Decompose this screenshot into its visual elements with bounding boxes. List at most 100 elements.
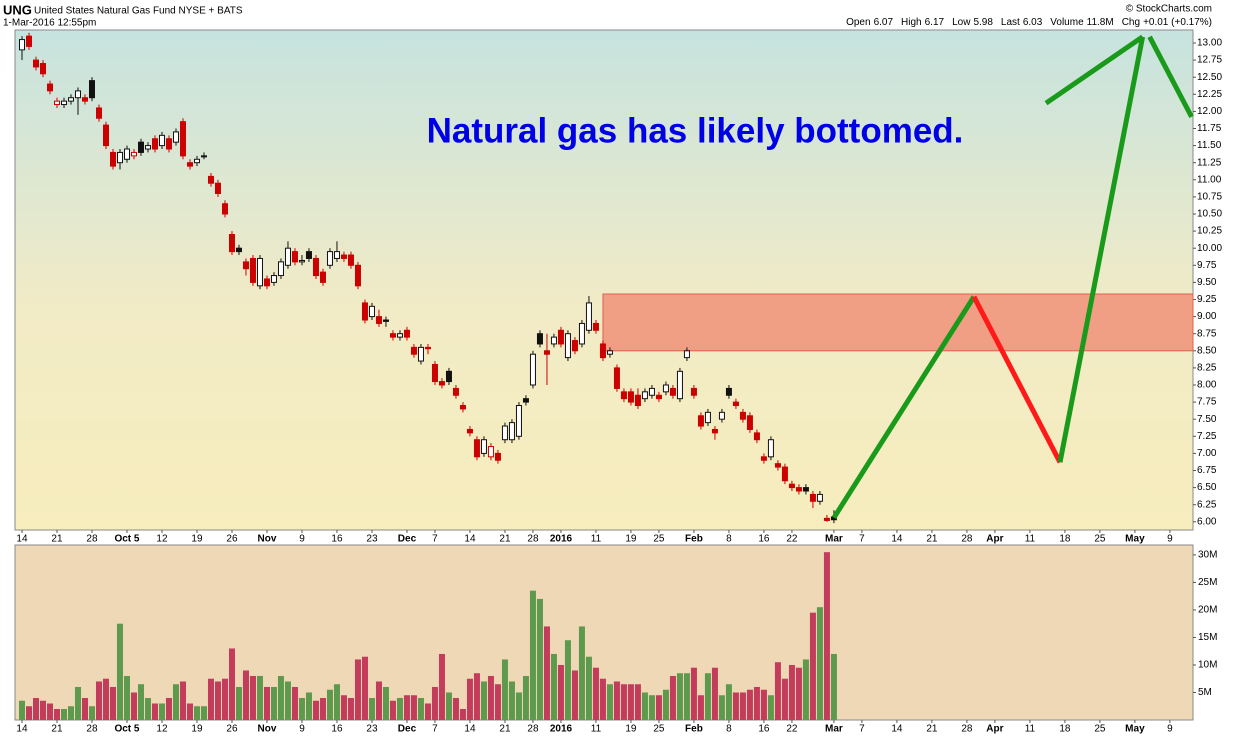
candle-body	[130, 151, 137, 157]
x-tick-label: 14	[16, 724, 28, 735]
volume-bar	[711, 667, 718, 720]
candle-body	[452, 387, 459, 396]
candle-body	[60, 100, 67, 106]
x-tick-label: 25	[1094, 534, 1106, 545]
y-tick-label: 6.50	[1197, 482, 1217, 493]
volume-bar	[46, 703, 53, 720]
quote-value: 6.07	[874, 17, 894, 28]
volume-bar	[823, 552, 830, 720]
x-tick-label: Feb	[685, 724, 703, 735]
candle-body	[431, 363, 438, 383]
volume-bar	[438, 653, 445, 720]
y-tick-label: 9.25	[1197, 294, 1217, 305]
x-tick-label: 28	[86, 534, 98, 545]
candle-body	[704, 411, 711, 424]
x-tick-label: 14	[891, 534, 903, 545]
candle-body	[767, 439, 774, 458]
candle-body	[676, 370, 683, 400]
y-tick-label: 10.00	[1197, 243, 1222, 254]
quote-label: Open	[846, 17, 870, 28]
annotation: Natural gas has likely bottomed.	[427, 111, 964, 150]
volume-bar	[74, 686, 81, 720]
fund-name: United States Natural Gas Fund NYSE + BA…	[34, 6, 243, 17]
volume-bar	[242, 670, 249, 720]
y-tick-label: 9.75	[1197, 260, 1217, 271]
y-tick-label: 12.00	[1197, 106, 1222, 117]
x-tick-label: 11	[1025, 534, 1036, 545]
volume-bar	[802, 659, 809, 720]
volume-bar	[333, 684, 340, 720]
y-tick-label: 9.00	[1197, 311, 1217, 322]
candle-body	[284, 247, 291, 266]
candle-body	[564, 333, 571, 359]
volume-y-tick-label: 20M	[1198, 605, 1217, 616]
candle-body	[263, 278, 270, 287]
symbol: UNG	[3, 2, 32, 17]
candle-body	[480, 439, 487, 454]
y-tick-label: 8.00	[1197, 380, 1217, 391]
x-tick-label: 23	[366, 724, 378, 735]
x-tick-label: May	[1125, 534, 1145, 545]
candle-body	[459, 405, 466, 410]
y-tick-label: 8.25	[1197, 363, 1217, 374]
x-tick-label: 7	[432, 534, 438, 545]
candle-body	[410, 346, 417, 355]
volume-bar	[102, 678, 109, 720]
volume-bar	[347, 697, 354, 720]
candle-body	[207, 175, 214, 184]
x-tick-label: 14	[16, 534, 28, 545]
x-tick-label: 21	[51, 534, 63, 545]
volume-bar	[760, 689, 767, 720]
volume-bar	[88, 706, 95, 720]
x-tick-label: 19	[625, 724, 637, 735]
volume-bar	[459, 708, 466, 720]
candle-body	[270, 275, 277, 283]
volume-bar	[361, 656, 368, 720]
candle-body	[487, 446, 494, 458]
y-tick-label: 12.75	[1197, 55, 1222, 66]
x-tick-label: 28	[86, 724, 98, 735]
y-tick-label: 7.75	[1197, 397, 1217, 408]
x-tick-label: 18	[1059, 724, 1071, 735]
x-tick-label: 7	[859, 724, 865, 735]
x-tick-label: 12	[156, 534, 168, 545]
candle-body	[95, 107, 102, 119]
volume-bar	[249, 675, 256, 720]
volume-bar	[480, 681, 487, 720]
x-tick-label: 14	[464, 724, 476, 735]
x-tick-label: 21	[51, 724, 63, 735]
volume-bar	[53, 708, 60, 720]
volume-bar	[186, 703, 193, 720]
candle-body	[32, 59, 39, 68]
candle-body	[515, 405, 522, 437]
volume-bar	[137, 684, 144, 720]
volume-y-tick-label: 15M	[1198, 632, 1217, 643]
volume-bar	[606, 684, 613, 720]
x-tick-label: 7	[432, 724, 438, 735]
x-tick-label: 25	[653, 724, 665, 735]
volume-bar	[172, 684, 179, 720]
volume-bar	[452, 697, 459, 720]
quote-value: 5.98	[973, 17, 993, 28]
candle-body	[795, 487, 802, 492]
volume-bar	[81, 697, 88, 720]
volume-bar	[746, 689, 753, 720]
candle-body	[424, 346, 431, 350]
candle-body	[417, 346, 424, 362]
candle-body	[508, 422, 515, 441]
candle-body	[53, 100, 60, 106]
volume-bar	[354, 659, 361, 720]
x-tick-label: 8	[726, 534, 732, 545]
volume-bar	[151, 703, 158, 720]
x-tick-label: 2016	[550, 724, 573, 735]
candle-body	[697, 415, 704, 427]
volume-bar	[585, 656, 592, 720]
quote-value: 6.03	[1023, 17, 1043, 28]
candle-body	[781, 466, 788, 482]
candle-body	[109, 151, 116, 167]
volume-bar	[445, 692, 452, 720]
y-tick-label: 7.00	[1197, 448, 1217, 459]
candle-body	[340, 254, 347, 259]
volume-bar	[697, 695, 704, 720]
volume-bar	[179, 681, 186, 720]
